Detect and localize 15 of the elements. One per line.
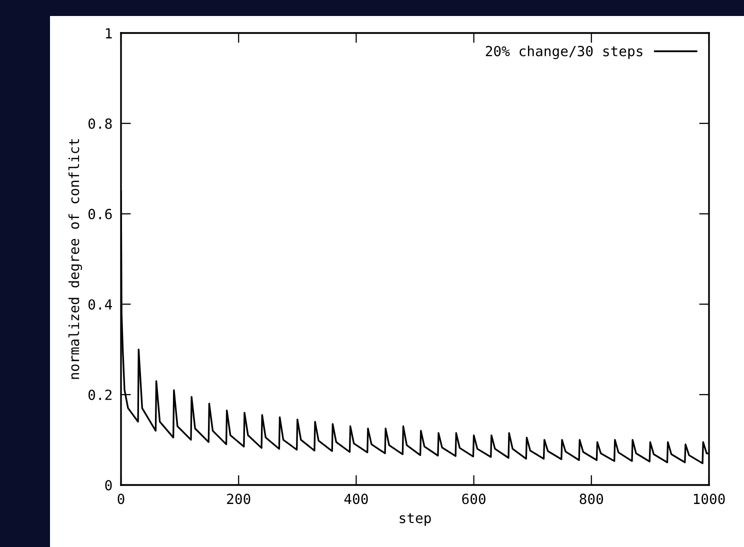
x-tick-label: 800 xyxy=(580,494,604,504)
y-tick-label: 0.4 xyxy=(88,299,112,310)
y-tick-label: 0.8 xyxy=(88,118,112,129)
y-axis-title: normalized degree of conflict xyxy=(68,139,82,379)
y-tick-label: 0.6 xyxy=(88,208,112,220)
y-tick-label: 0 xyxy=(105,480,112,491)
x-tick-label: 200 xyxy=(227,494,250,504)
x-axis-title: step xyxy=(400,513,431,526)
y-tick-label: 1 xyxy=(106,28,112,38)
x-tick-label: 0 xyxy=(118,494,124,504)
x-tick-label: 600 xyxy=(462,494,486,504)
legend-label: 20% change/30 steps xyxy=(486,46,642,60)
x-tick-label: 400 xyxy=(344,494,368,504)
y-tick-label: 0.2 xyxy=(88,390,112,400)
x-tick-label: 1000 xyxy=(694,494,725,504)
